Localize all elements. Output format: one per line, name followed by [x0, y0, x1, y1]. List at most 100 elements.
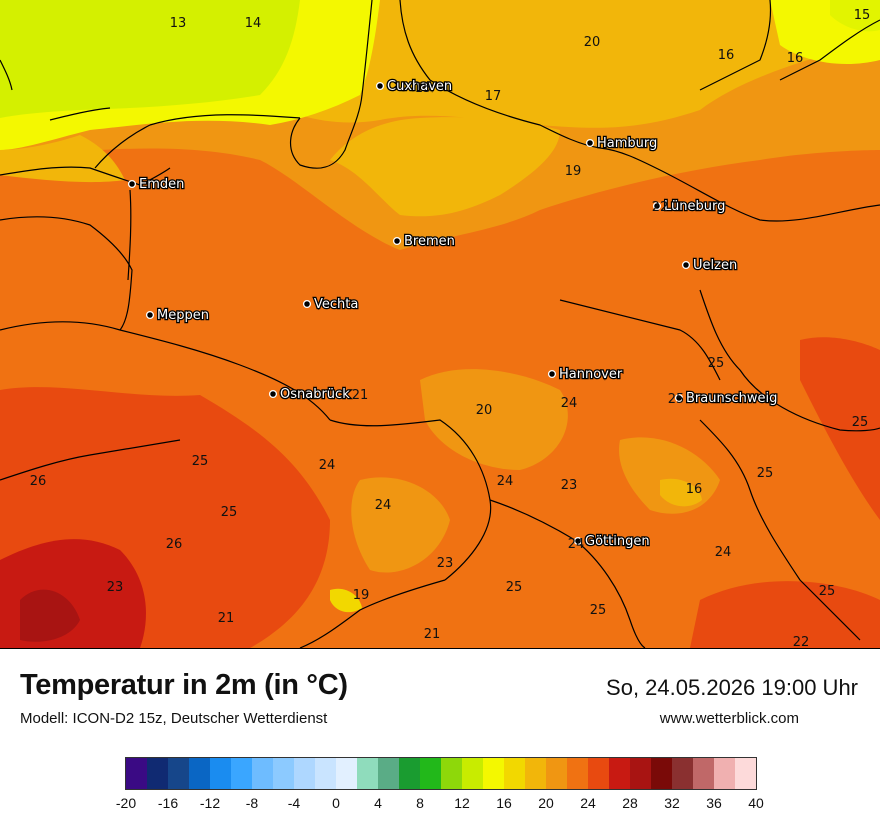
temperature-value-label: 22	[652, 200, 669, 215]
city-label: Hannover	[559, 367, 623, 382]
temperature-value-label: 25	[819, 584, 836, 599]
scale-swatch	[483, 758, 504, 789]
scale-swatch	[189, 758, 210, 789]
city-label: Emden	[139, 177, 184, 192]
scale-tick-label: 40	[748, 795, 764, 811]
temperature-value-label: 14	[245, 16, 262, 31]
scale-tick-label: 8	[416, 795, 424, 811]
temperature-value-label: 15	[854, 8, 871, 23]
temperature-value-label: 24	[715, 545, 732, 560]
temperature-values: 13 14 15 20 16 16 15 17 19 22 25 21 20 24 25 25 25 24 25 26…	[30, 8, 871, 649]
temperature-value-label: 21	[424, 627, 441, 642]
city-label: Braunschweig	[686, 391, 777, 406]
temperature-value-label: 22	[793, 635, 810, 649]
city-marker[interactable]: Braunschweig	[674, 390, 779, 407]
city-marker[interactable]: Emden	[127, 176, 186, 193]
scale-swatch	[399, 758, 420, 789]
temperature-value-label: 25	[590, 603, 607, 618]
city-dot-icon	[674, 393, 684, 403]
temperature-value-label: 19	[565, 164, 582, 179]
scale-swatch	[588, 758, 609, 789]
scale-tick-label: 20	[538, 795, 554, 811]
scale-swatch	[672, 758, 693, 789]
temperature-fill	[0, 0, 880, 648]
city-markers: Cuxhaven Hamburg Emden Lüneburg Bremen Uelzen…	[127, 78, 779, 550]
coastline-borders	[0, 0, 880, 648]
temperature-value-label: 20	[476, 403, 493, 418]
city-label: Göttingen	[585, 534, 650, 549]
temperature-value-label: 25	[708, 356, 725, 371]
scale-swatch	[294, 758, 315, 789]
city-marker[interactable]: Hamburg	[585, 135, 659, 152]
temperature-value-label: 25	[668, 392, 685, 407]
color-scale-labels: -20 -16 -12 -8 -4 0 4 8 12 16 20 24 28 32 36 40	[116, 795, 764, 815]
temperature-value-label: 16	[787, 51, 804, 66]
scale-swatch	[462, 758, 483, 789]
temperature-value-label: 24	[561, 396, 578, 411]
temperature-value-label: 19	[353, 588, 370, 603]
temperature-value-label: 25	[192, 454, 209, 469]
city-label: Osnabrück	[280, 387, 350, 402]
city-label: Uelzen	[693, 258, 737, 273]
city-marker[interactable]: Bremen	[392, 233, 456, 250]
city-dot-icon	[375, 81, 385, 91]
city-dot-icon	[573, 536, 583, 546]
website-link[interactable]: www.wetterblick.com	[659, 710, 799, 727]
temperature-map[interactable]: Cuxhaven Hamburg Emden Lüneburg Bremen Uelzen…	[0, 0, 880, 649]
scale-swatch	[546, 758, 567, 789]
scale-swatch	[504, 758, 525, 789]
temperature-value-label: 26	[166, 537, 183, 552]
city-dot-icon	[681, 260, 691, 270]
map-title: Temperatur in 2m (in °C)	[20, 669, 348, 701]
scale-swatch	[651, 758, 672, 789]
city-dot-icon	[127, 179, 137, 189]
temperature-value-label: 20	[584, 35, 601, 50]
scale-swatch	[525, 758, 546, 789]
scale-tick-label: 24	[580, 795, 596, 811]
scale-swatch	[378, 758, 399, 789]
city-dot-icon	[145, 310, 155, 320]
forecast-datetime: So, 24.05.2026 19:00 Uhr	[606, 675, 858, 700]
scale-swatch	[252, 758, 273, 789]
temperature-value-label: 23	[561, 478, 578, 493]
scale-tick-label: 0	[332, 795, 340, 811]
scale-swatch	[315, 758, 336, 789]
city-label: Cuxhaven	[387, 79, 452, 94]
city-marker[interactable]: Göttingen	[573, 533, 651, 550]
city-dot-icon	[585, 138, 595, 148]
temperature-value-label: 25	[506, 580, 523, 595]
city-marker[interactable]: Hannover	[547, 366, 624, 383]
city-marker[interactable]: Uelzen	[681, 257, 738, 274]
city-label: Meppen	[157, 308, 209, 323]
scale-swatch	[273, 758, 294, 789]
city-marker[interactable]: Cuxhaven	[375, 78, 453, 95]
map-footer: Temperatur in 2m (in °C) Modell: ICON-D2…	[0, 649, 880, 830]
city-marker[interactable]: Meppen	[145, 307, 210, 324]
city-marker[interactable]: Vechta	[302, 296, 360, 313]
color-scale-bar	[125, 757, 757, 790]
temperature-value-label: 26	[30, 474, 47, 489]
scale-tick-label: -12	[199, 795, 221, 811]
temperature-value-label: 25	[221, 505, 238, 520]
scale-swatch	[357, 758, 378, 789]
scale-tick-label: 36	[706, 795, 722, 811]
scale-swatch	[441, 758, 462, 789]
scale-swatch	[693, 758, 714, 789]
scale-swatch	[168, 758, 189, 789]
temperature-value-label: 21	[218, 611, 235, 626]
temperature-value-label: 21	[352, 388, 369, 403]
scale-tick-label: 32	[664, 795, 680, 811]
scale-swatch	[231, 758, 252, 789]
scale-swatch	[567, 758, 588, 789]
scale-tick-label: 4	[374, 795, 382, 811]
scale-swatch	[735, 758, 756, 789]
scale-tick-label: 28	[622, 795, 638, 811]
city-dot-icon	[268, 389, 278, 399]
city-marker[interactable]: Lüneburg	[652, 198, 727, 215]
city-marker[interactable]: Osnabrück	[268, 386, 351, 403]
temperature-value-label: 25	[852, 415, 869, 430]
scale-tick-label: -20	[115, 795, 137, 811]
scale-tick-label: 12	[454, 795, 470, 811]
temperature-value-label: 25	[757, 466, 774, 481]
scale-tick-label: -8	[245, 795, 259, 811]
